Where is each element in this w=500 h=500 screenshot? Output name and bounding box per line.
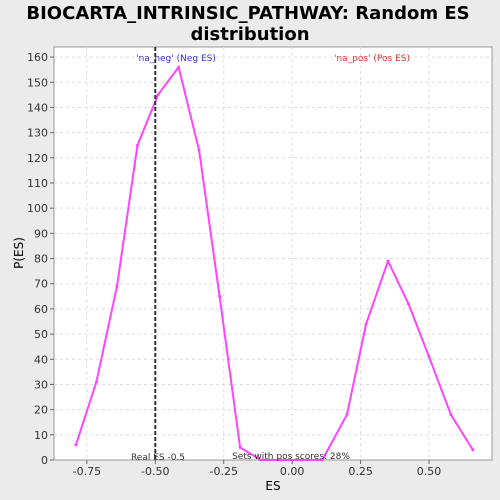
data-point <box>115 284 119 288</box>
data-point <box>156 93 160 97</box>
pos-es-label: 'na_pos' (Pos ES) <box>334 54 410 64</box>
data-point <box>135 143 139 147</box>
plot-area <box>53 46 493 461</box>
x-tick-label: -0.75 <box>73 465 101 478</box>
neg-es-label: 'na_neg' (Neg ES) <box>136 54 216 64</box>
y-tick-label: 0 <box>41 454 48 467</box>
data-point <box>427 355 431 359</box>
x-tick-label: 0.50 <box>417 465 442 478</box>
data-point <box>320 458 324 462</box>
chart-title-line2: distribution <box>190 24 309 45</box>
y-tick-label: 30 <box>34 378 48 391</box>
data-point <box>471 448 475 452</box>
data-point <box>279 458 283 462</box>
es-distribution-line <box>74 66 474 461</box>
y-tick-label: 60 <box>34 303 48 316</box>
y-tick-label: 160 <box>27 51 48 64</box>
chart-title-line1: BIOCARTA_INTRINSIC_PATHWAY: Random ES <box>26 3 469 24</box>
x-tick-label: 0.00 <box>280 465 305 478</box>
y-tick-label: 150 <box>27 76 48 89</box>
y-tick-label: 70 <box>34 278 48 291</box>
data-point <box>407 302 411 306</box>
data-point <box>218 294 222 298</box>
data-point <box>449 413 453 417</box>
y-tick-label: 40 <box>34 353 48 366</box>
data-point <box>94 380 98 384</box>
y-tick-label: 100 <box>27 202 48 215</box>
y-tick-label: 140 <box>27 101 48 114</box>
data-point <box>74 443 78 447</box>
x-tick-label: -0.50 <box>141 465 169 478</box>
data-point <box>177 65 181 69</box>
y-axis-label: P(ES) <box>12 237 26 269</box>
data-point <box>364 322 368 326</box>
y-tick-label: 120 <box>27 152 48 165</box>
data-point <box>345 413 349 417</box>
y-tick-label: 20 <box>34 404 48 417</box>
pos-scores-label: Sets with pos scores: 28% <box>232 452 350 462</box>
y-tick-label: 130 <box>27 127 48 140</box>
data-point <box>386 259 390 263</box>
series-layer <box>74 65 475 462</box>
data-point <box>259 458 263 462</box>
real-es-label: Real ES -0.5 <box>131 453 185 463</box>
data-point <box>197 148 201 152</box>
y-tick-label: 90 <box>34 227 48 240</box>
x-tick-label: -0.25 <box>209 465 237 478</box>
x-tick-label: 0.25 <box>348 465 373 478</box>
y-tick-label: 50 <box>34 328 48 341</box>
data-point <box>238 445 242 449</box>
data-point <box>300 458 304 462</box>
y-tick-label: 10 <box>34 429 48 442</box>
x-axis-label: ES <box>265 479 280 493</box>
axis-layer: 0 10 20 30 40 50 60 70 80 90 100 110 120 130 140 150 160… <box>27 51 441 478</box>
y-tick-label: 80 <box>34 253 48 266</box>
y-tick-label: 110 <box>27 177 48 190</box>
